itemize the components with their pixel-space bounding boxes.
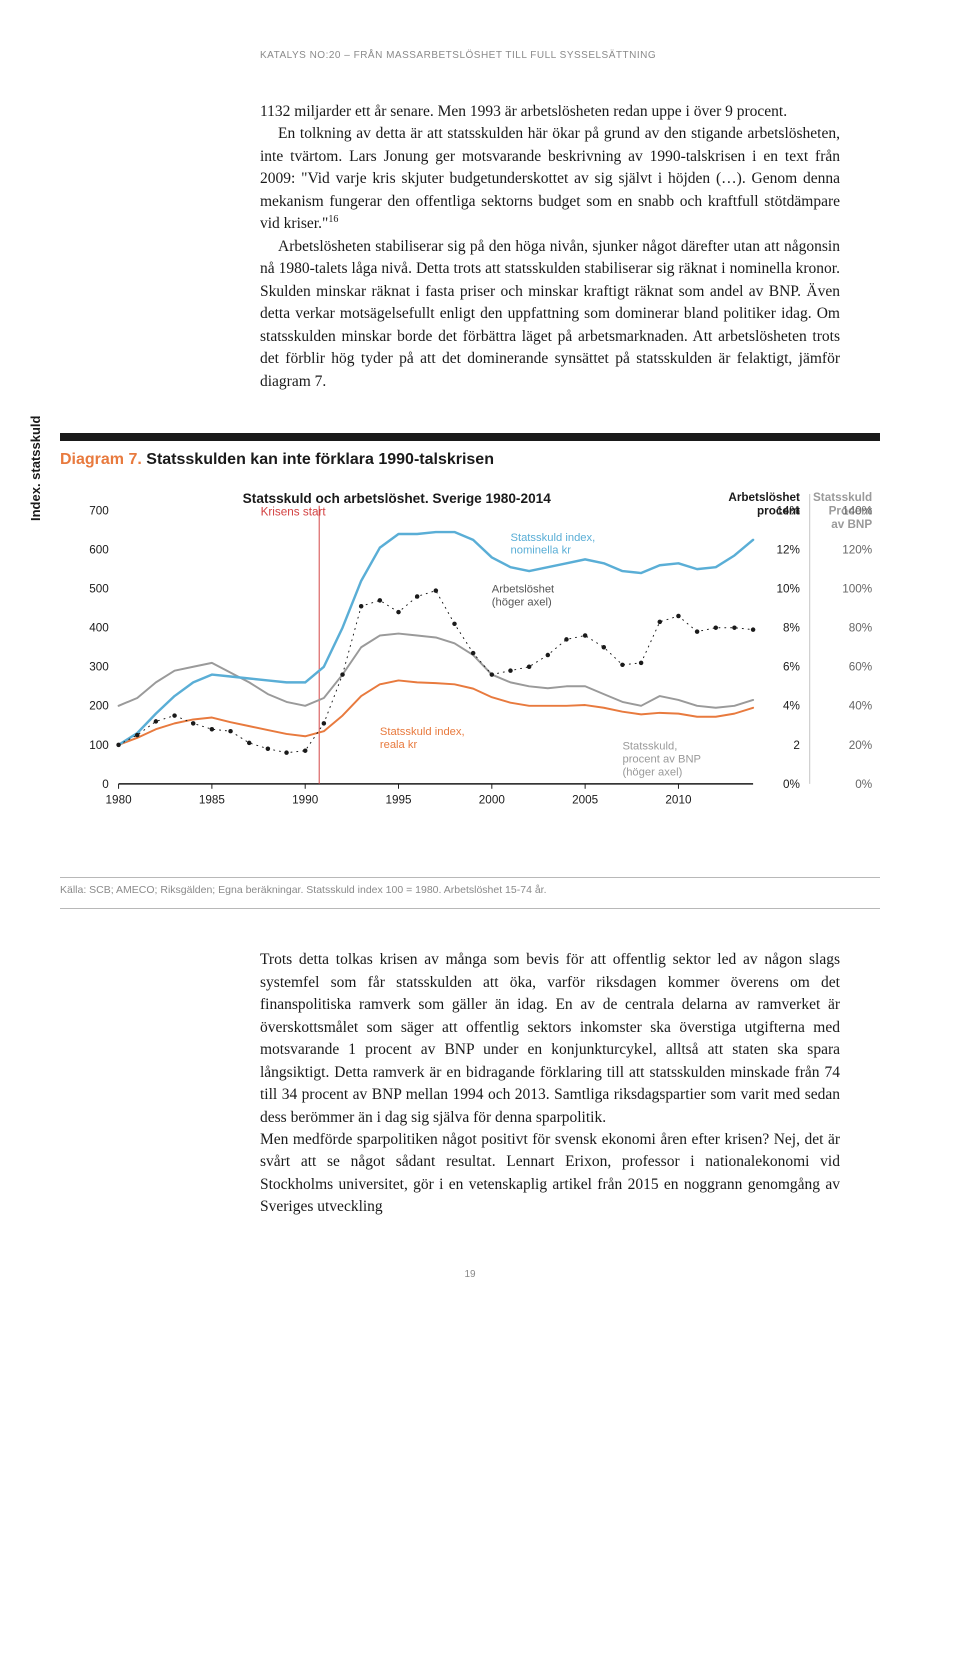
p5: Men medförde sparpolitiken något positiv… xyxy=(260,1131,840,1215)
svg-text:0%: 0% xyxy=(855,778,872,791)
svg-text:Statsskuld index,nominella kr: Statsskuld index,nominella kr xyxy=(510,532,595,557)
svg-text:Statsskuld index,reala kr: Statsskuld index,reala kr xyxy=(380,726,465,751)
svg-text:600: 600 xyxy=(89,544,109,557)
svg-text:4%: 4% xyxy=(783,700,800,713)
svg-text:2: 2 xyxy=(793,739,800,752)
svg-text:200: 200 xyxy=(89,700,109,713)
svg-text:120%: 120% xyxy=(842,544,872,557)
svg-text:700: 700 xyxy=(89,505,109,518)
chart-svg: Statsskuld och arbetslöshet. Sverige 198… xyxy=(60,487,880,827)
diagram-title: Diagram 7. Statsskulden kan inte förklar… xyxy=(60,451,880,469)
svg-text:Krisens start: Krisens start xyxy=(261,506,327,519)
svg-text:80%: 80% xyxy=(849,622,872,635)
chart-source: Källa: SCB; AMECO; Riksgälden; Egna berä… xyxy=(60,877,880,909)
p4: Trots detta tolkas krisen av många som b… xyxy=(260,951,840,1125)
svg-text:Arbetslöshet: Arbetslöshet xyxy=(728,491,800,504)
svg-text:Statsskuld och arbetslöshet. S: Statsskuld och arbetslöshet. Sverige 198… xyxy=(243,491,552,506)
svg-text:Statsskuld: Statsskuld xyxy=(813,491,872,504)
svg-text:6%: 6% xyxy=(783,661,800,674)
svg-text:14%: 14% xyxy=(777,505,800,518)
p2: En tolkning av detta är att statsskulden… xyxy=(260,125,840,232)
svg-text:40%: 40% xyxy=(849,700,872,713)
svg-text:2005: 2005 xyxy=(572,794,599,807)
svg-text:1995: 1995 xyxy=(385,794,412,807)
svg-text:Arbetslöshet(höger axel): Arbetslöshet(höger axel) xyxy=(492,584,555,609)
y-axis-label: Index. statsskuld xyxy=(28,416,43,521)
body-block-2: Trots detta tolkas krisen av många som b… xyxy=(260,949,840,1219)
body-block-1: 1132 miljarder ett år senare. Men 1993 ä… xyxy=(260,101,840,393)
svg-text:400: 400 xyxy=(89,622,109,635)
section-divider xyxy=(60,433,880,441)
page-number: 19 xyxy=(60,1269,880,1280)
svg-text:300: 300 xyxy=(89,661,109,674)
svg-text:0: 0 xyxy=(102,778,109,791)
svg-text:500: 500 xyxy=(89,583,109,596)
svg-text:Statsskuld,procent av BNP(höge: Statsskuld,procent av BNP(höger axel) xyxy=(622,741,701,779)
svg-text:100: 100 xyxy=(89,739,109,752)
svg-text:8%: 8% xyxy=(783,622,800,635)
footnote-ref: 16 xyxy=(328,214,338,225)
p3: Arbetslösheten stabiliserar sig på den h… xyxy=(260,238,840,390)
svg-text:10%: 10% xyxy=(777,583,800,596)
svg-text:2000: 2000 xyxy=(479,794,506,807)
svg-text:60%: 60% xyxy=(849,661,872,674)
diagram-number: Diagram 7. xyxy=(60,451,142,468)
p1: 1132 miljarder ett år senare. Men 1993 ä… xyxy=(260,103,787,120)
svg-text:1990: 1990 xyxy=(292,794,319,807)
svg-text:20%: 20% xyxy=(849,739,872,752)
svg-text:12%: 12% xyxy=(777,544,800,557)
svg-text:2010: 2010 xyxy=(665,794,692,807)
svg-text:av BNP: av BNP xyxy=(831,518,872,531)
svg-text:1980: 1980 xyxy=(106,794,133,807)
svg-text:100%: 100% xyxy=(842,583,872,596)
svg-text:140%: 140% xyxy=(842,505,872,518)
diagram-name: Statsskulden kan inte förklara 1990-tals… xyxy=(146,451,494,468)
svg-text:1985: 1985 xyxy=(199,794,226,807)
svg-text:0%: 0% xyxy=(783,778,800,791)
page-header: KATALYS NO:20 – FRÅN MASSARBETSLÖSHET TI… xyxy=(260,50,880,61)
chart: Index. statsskuld Statsskuld och arbetsl… xyxy=(60,487,880,867)
